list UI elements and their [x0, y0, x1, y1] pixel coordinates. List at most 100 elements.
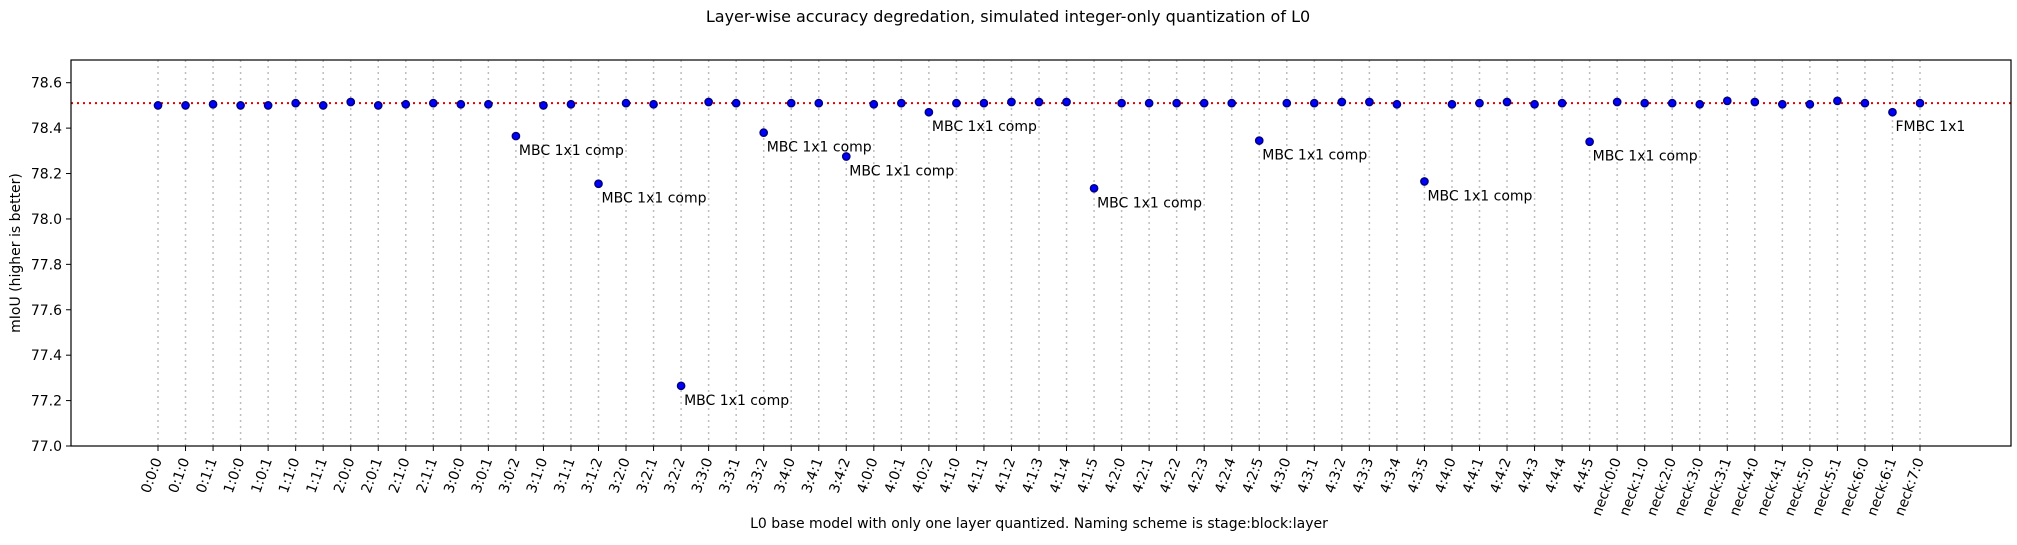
data-point — [841, 152, 851, 161]
y-axis: 77.0 77.2 77.4 77.6 77.8 78.0 78.2 78.4 78.6 — [31, 76, 71, 455]
data-annotation: MBC 1x1 comp — [602, 191, 707, 207]
data-point — [1833, 96, 1842, 106]
data-point — [1392, 99, 1402, 109]
y-tick-label: 78.0 — [31, 212, 62, 228]
data-annotation: MBC 1x1 comp — [1427, 188, 1532, 204]
x-tick-label: 4:0:2 — [909, 456, 936, 495]
data-point — [1612, 97, 1622, 107]
data-annotation: MBC 1x1 comp — [1097, 195, 1202, 211]
plot-frame — [70, 59, 2012, 447]
data-point — [208, 99, 218, 109]
x-tick-label: 3:2:2 — [661, 456, 688, 495]
data-point — [1144, 98, 1154, 108]
data-annotation: MBC 1x1 comp — [1593, 149, 1698, 165]
data-point — [1007, 97, 1016, 107]
data-point — [1089, 183, 1099, 193]
data-point — [676, 381, 686, 391]
data-point — [1777, 99, 1787, 109]
data-point — [1282, 98, 1292, 108]
y-tick-label: 78.2 — [31, 167, 62, 183]
data-point — [1750, 97, 1760, 107]
x-tick-label: 4:2:0 — [1102, 456, 1129, 495]
x-tick-label: 0:1:0 — [166, 456, 193, 495]
data-point — [1557, 98, 1567, 108]
x-tick-label: 4:3:1 — [1295, 456, 1322, 495]
chart-title: Layer-wise accuracy degredation, simulat… — [706, 7, 1310, 26]
plot-background — [71, 60, 2011, 446]
x-tick-label: 3:4:1 — [799, 456, 826, 495]
x-tick-label: 4:1:5 — [1074, 456, 1101, 495]
x-tick-label: 4:1:2 — [992, 456, 1019, 495]
data-annotation: MBC 1x1 comp — [932, 119, 1037, 135]
x-tick-label: 3:1:1 — [551, 456, 578, 495]
data-point — [291, 98, 301, 108]
data-point — [1585, 137, 1594, 147]
data-point — [1888, 107, 1897, 117]
data-point — [1667, 98, 1677, 108]
data-point — [1337, 97, 1347, 107]
x-tick-label: 1:0:0 — [221, 456, 248, 495]
data-point — [1475, 98, 1484, 108]
data-point — [896, 98, 906, 108]
data-point — [181, 101, 190, 110]
data-annotation: MBC 1x1 comp — [1262, 148, 1367, 164]
data-point — [263, 101, 273, 110]
data-point — [236, 101, 245, 110]
data-point — [1722, 96, 1732, 106]
data-point — [346, 97, 356, 107]
data-points — [153, 96, 1925, 391]
x-tick-label: 0:0:0 — [138, 456, 165, 495]
x-tick-label: 4:3:5 — [1405, 456, 1432, 495]
x-axis-label: L0 base model with only one layer quanti… — [750, 516, 1328, 532]
x-tick-label: 3:3:1 — [717, 456, 744, 495]
data-point — [1172, 98, 1182, 108]
data-annotation: FMBC 1x1 — [1895, 119, 1965, 135]
data-point — [401, 99, 411, 109]
data-point — [1117, 98, 1126, 108]
x-tick-label: 4:4:4 — [1542, 456, 1569, 496]
data-point — [428, 98, 438, 108]
x-tick-label: 4:4:5 — [1570, 456, 1597, 495]
y-axis-label: mIoU (higher is better) — [8, 173, 24, 333]
x-tick-label: 3:0:1 — [469, 456, 496, 495]
x-tick-label: 2:0:1 — [359, 456, 386, 495]
data-point — [649, 99, 658, 109]
data-point — [759, 128, 769, 138]
data-point — [539, 101, 548, 110]
x-tick-label: 4:4:2 — [1487, 456, 1514, 495]
x-tick-label: 0:1:1 — [193, 456, 220, 495]
y-tick-label: 77.8 — [31, 257, 62, 273]
data-point — [1695, 99, 1705, 109]
x-tick-label: 4:1:3 — [1019, 456, 1046, 495]
data-point — [814, 98, 824, 108]
data-annotation: MBC 1x1 comp — [519, 143, 624, 159]
x-tick-label: 1:0:1 — [248, 456, 275, 495]
x-tick-label: 4:2:5 — [1240, 456, 1267, 495]
x-tick-label: 4:4:1 — [1460, 456, 1487, 495]
data-point — [153, 101, 163, 110]
data-point — [979, 98, 989, 108]
x-tick-label: 4:1:4 — [1047, 456, 1074, 496]
x-tick-label: 4:4:0 — [1432, 456, 1459, 495]
data-point — [1530, 99, 1539, 109]
data-point — [1420, 177, 1429, 186]
data-point — [373, 101, 383, 110]
annotations: MBC 1x1 comp MBC 1x1 comp MBC 1x1 comp MBC … — [519, 119, 1965, 409]
y-tick-label: 77.2 — [31, 394, 62, 410]
y-tick-label: 78.4 — [31, 121, 62, 137]
x-tick-label: 2:0:0 — [331, 456, 358, 495]
data-point — [1254, 136, 1264, 145]
x-tick-label: 1:1:0 — [276, 456, 303, 495]
data-point — [456, 99, 466, 109]
x-tick-label: 3:4:2 — [827, 456, 854, 495]
x-tick-label: 4:2:3 — [1185, 456, 1212, 495]
x-tick-label: 4:3:2 — [1322, 456, 1349, 495]
y-tick-label: 78.6 — [31, 76, 62, 92]
data-point — [566, 99, 576, 109]
x-tick-label: 3:2:0 — [606, 456, 633, 495]
x-tick-label: 3:0:0 — [441, 456, 468, 495]
x-tick-label: 3:3:0 — [689, 456, 716, 495]
x-tick-label: 3:4:0 — [772, 456, 799, 495]
data-point — [1365, 97, 1374, 107]
